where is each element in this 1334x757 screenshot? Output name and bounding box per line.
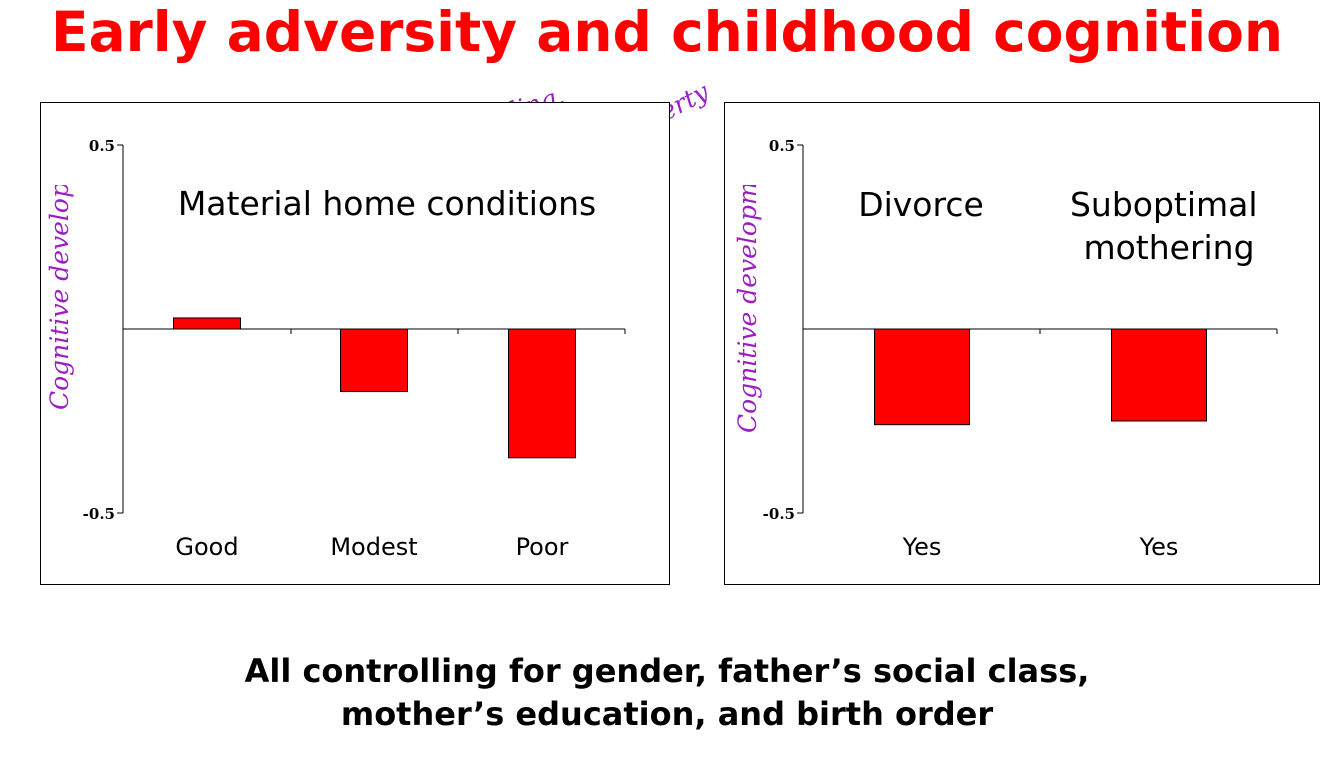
chart-title-line: Suboptimal [1070,185,1258,224]
bar-modest-1 [340,328,408,393]
slide-title: Early adversity and childhood cognition [50,0,1284,64]
bars [173,317,576,459]
category-label: Good [175,533,238,561]
bar-yes-0 [874,328,970,426]
chart-title-line: mothering [1083,228,1254,267]
category-label: Modest [330,533,417,561]
chart-panel-divorce-mothering: 0.5 -0.5 Divorce Suboptimal mothering Ye… [724,102,1320,585]
category-label: Yes [902,533,942,561]
category-label: Yes [1139,533,1179,561]
chart-title: Material home conditions [178,184,596,223]
chart-panel-material-home: 0.5 -0.5 Material home conditions Good M… [40,102,670,585]
y-tick-label-bottom: -0.5 [83,505,115,523]
y-tick-label-bottom: -0.5 [763,505,795,523]
category-label: Poor [516,533,569,561]
bar-yes-1 [1111,328,1207,422]
y-tick-label-top: 0.5 [769,137,795,155]
bar-chart-material-home: 0.5 -0.5 Material home conditions Good M… [83,137,626,561]
footnote: All controlling for gender, father’s soc… [0,650,1334,736]
y-tick-label-top: 0.5 [89,137,115,155]
chart-title-divorce: Divorce [858,185,984,224]
footnote-line-2: mother’s education, and birth order [340,695,994,733]
bar-good-0 [173,317,241,330]
chart-title-suboptimal-mothering: Suboptimal mothering [1070,185,1268,267]
bar-chart-divorce-mothering: 0.5 -0.5 Divorce Suboptimal mothering Ye… [763,137,1278,561]
bars [874,328,1207,426]
bar-poor-2 [508,328,576,459]
footnote-line-1: All controlling for gender, father’s soc… [244,652,1090,690]
